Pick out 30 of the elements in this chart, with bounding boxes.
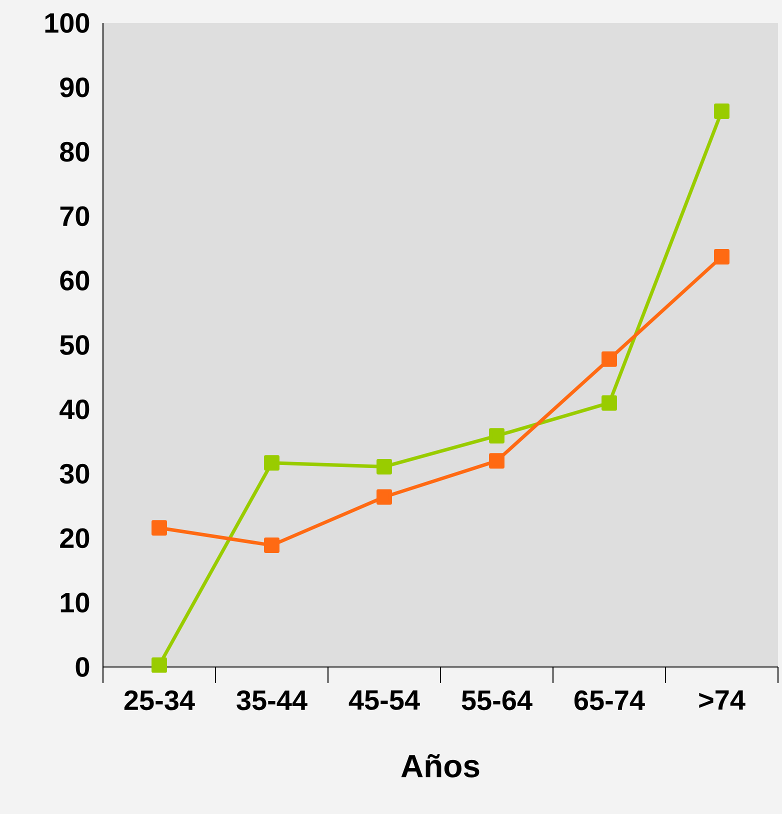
point xyxy=(488,428,504,444)
x-tick-label: 25-34 xyxy=(124,690,195,710)
point xyxy=(376,458,392,474)
point xyxy=(264,538,280,554)
y-tick-label: 60 xyxy=(60,270,89,291)
point xyxy=(151,657,167,673)
x-tick-label: 55-64 xyxy=(462,690,532,710)
point xyxy=(376,489,392,505)
y-tick-label: 0 xyxy=(76,657,89,677)
point xyxy=(488,453,504,469)
y-tick-label: 40 xyxy=(59,399,89,420)
x-tick-label: 35-44 xyxy=(236,690,308,710)
x-tick-label: >74 xyxy=(698,690,746,710)
x-tick-label: 65-74 xyxy=(574,690,645,710)
y-tick-label: 70 xyxy=(60,206,89,226)
y-tick-label: 80 xyxy=(60,142,89,162)
y-tick-label: 20 xyxy=(60,528,89,548)
y-tick-label: 30 xyxy=(60,464,89,484)
y-tick-label: 10 xyxy=(60,592,89,613)
y-tick-label: 100 xyxy=(45,13,89,33)
point xyxy=(601,351,617,367)
point xyxy=(714,103,730,119)
y-tick-label: 50 xyxy=(60,335,89,355)
y-tick-label: 90 xyxy=(60,77,89,98)
x-axis-title: Años xyxy=(401,754,479,778)
point xyxy=(264,455,280,471)
point xyxy=(151,520,167,536)
point xyxy=(601,395,617,411)
x-tick-label: 45-54 xyxy=(348,690,420,710)
point xyxy=(714,249,730,265)
